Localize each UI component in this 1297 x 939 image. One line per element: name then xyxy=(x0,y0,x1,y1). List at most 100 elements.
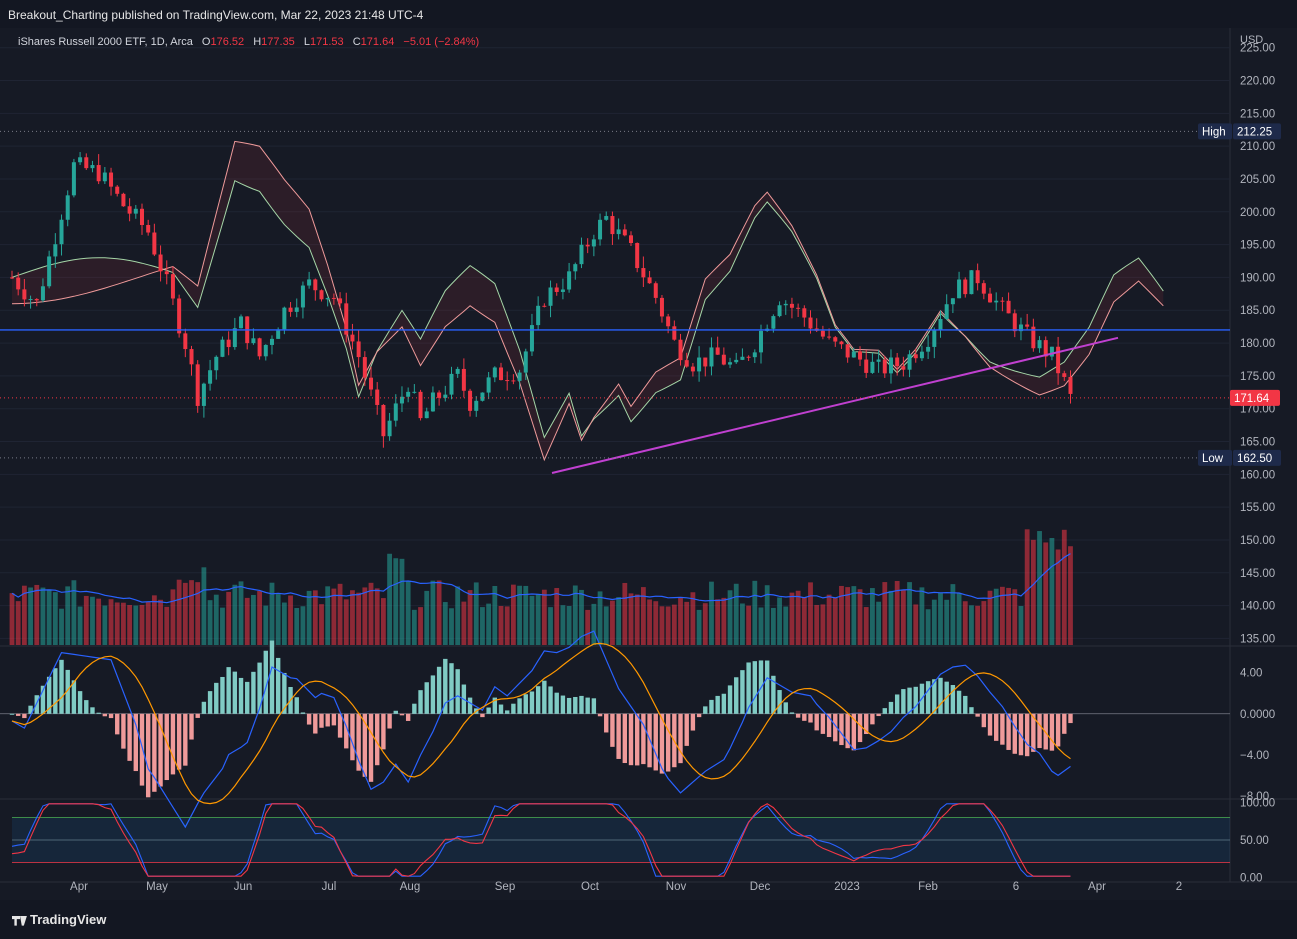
low-tag: Low xyxy=(1198,449,1232,466)
volume-bar xyxy=(244,597,250,645)
macd-histogram-bar xyxy=(226,667,231,714)
candle xyxy=(294,307,299,312)
volume-bar xyxy=(1018,605,1024,645)
candle xyxy=(84,157,89,169)
candle xyxy=(913,354,918,359)
macd-histogram-bar xyxy=(96,712,101,714)
candle xyxy=(109,172,114,187)
macd-histogram-bar xyxy=(789,712,795,714)
macd-histogram-bar xyxy=(251,671,256,714)
candle xyxy=(827,336,832,338)
volume-bar xyxy=(151,595,157,645)
candle xyxy=(170,274,175,299)
volume-bar xyxy=(1012,589,1018,645)
candle xyxy=(988,293,993,303)
candle xyxy=(53,244,58,257)
price-tick-label: 135.00 xyxy=(1240,633,1275,645)
tradingview-logo[interactable]: TradingView xyxy=(12,912,106,927)
volume-bar xyxy=(189,580,194,645)
macd-histogram-bar xyxy=(894,694,900,714)
volume-bar xyxy=(164,606,170,645)
candle xyxy=(672,326,677,340)
macd-histogram-bar xyxy=(820,713,826,734)
volume-bar xyxy=(987,590,993,645)
candle xyxy=(183,333,188,350)
macd-histogram-bar xyxy=(492,697,498,714)
volume-bar xyxy=(294,608,300,645)
volume-bar xyxy=(721,597,727,645)
macd-histogram-bar xyxy=(529,691,535,714)
candle xyxy=(399,396,404,404)
close-value: 171.64 xyxy=(360,36,395,48)
volume-ma-line xyxy=(11,553,1071,604)
candle xyxy=(796,307,801,309)
symbol-title: iShares Russell 2000 ETF, 1D, Arca xyxy=(18,36,193,48)
macd-histogram-bar xyxy=(802,713,807,721)
candle xyxy=(932,330,937,347)
candle xyxy=(882,359,887,374)
candle xyxy=(177,298,182,334)
candle xyxy=(313,279,318,291)
volume-bar xyxy=(702,603,708,645)
footer-bar: TradingView xyxy=(0,900,1297,939)
volume-bar xyxy=(727,590,733,645)
macd-histogram-bar xyxy=(344,713,349,749)
volume-bar xyxy=(411,609,417,645)
volume-bar xyxy=(449,608,454,645)
candle xyxy=(437,392,442,398)
candle xyxy=(381,404,386,437)
macd-histogram-bar xyxy=(703,706,708,714)
volume-bar xyxy=(560,605,566,645)
volume-bar xyxy=(944,599,950,645)
macd-histogram-bar xyxy=(176,713,182,770)
candle xyxy=(641,268,646,278)
time-tick-label: Nov xyxy=(666,881,687,893)
candle xyxy=(486,377,491,393)
macd-histogram-bar xyxy=(424,682,429,714)
time-tick-label: Jul xyxy=(322,881,337,893)
trendline xyxy=(551,336,1119,475)
macd-histogram-bar xyxy=(480,713,485,718)
candle xyxy=(1000,300,1005,302)
macd-histogram-bar xyxy=(907,687,912,714)
macd-histogram-bar xyxy=(808,713,813,723)
candle xyxy=(461,368,466,391)
price-tick-label: 190.00 xyxy=(1240,272,1275,284)
volume-bar xyxy=(145,601,151,645)
macd-histogram-bar xyxy=(443,658,448,714)
volume-bar xyxy=(281,602,287,645)
macd-histogram-bar xyxy=(467,697,473,714)
signal-line xyxy=(11,642,1071,805)
macd-histogram-bar xyxy=(9,713,15,715)
macd-histogram-bar xyxy=(1012,713,1017,754)
macd-histogram-bar xyxy=(956,690,962,714)
volume-bar xyxy=(139,604,145,645)
volume-bar xyxy=(15,601,21,645)
volume-bar xyxy=(362,587,368,645)
macd-histogram-bar xyxy=(1037,713,1042,749)
time-tick-label: 2023 xyxy=(834,881,860,893)
cloud-fill xyxy=(12,141,1164,460)
candle xyxy=(554,287,559,292)
chart-area[interactable]: USD 225.00 220.00 215.00 210.00 205.00 200.00 1… xyxy=(0,28,1297,900)
volume-bar xyxy=(517,585,522,645)
macd-histogram-bar xyxy=(405,713,411,721)
candle xyxy=(127,206,132,214)
volume-bar xyxy=(263,605,269,645)
volume-bar xyxy=(572,585,578,645)
macd-histogram-bar xyxy=(882,708,887,714)
macd-histogram-bar xyxy=(715,695,720,714)
candle xyxy=(511,380,516,382)
volume-bar xyxy=(671,604,677,645)
candle xyxy=(629,235,633,244)
volume-bar xyxy=(467,590,473,645)
volume-bar xyxy=(34,584,40,645)
candle xyxy=(96,165,101,182)
candle xyxy=(907,354,912,370)
price-tick-label: 185.00 xyxy=(1240,305,1275,317)
candle xyxy=(715,347,720,355)
candle xyxy=(851,351,856,358)
candle xyxy=(356,341,361,358)
volume-bar xyxy=(306,590,312,645)
